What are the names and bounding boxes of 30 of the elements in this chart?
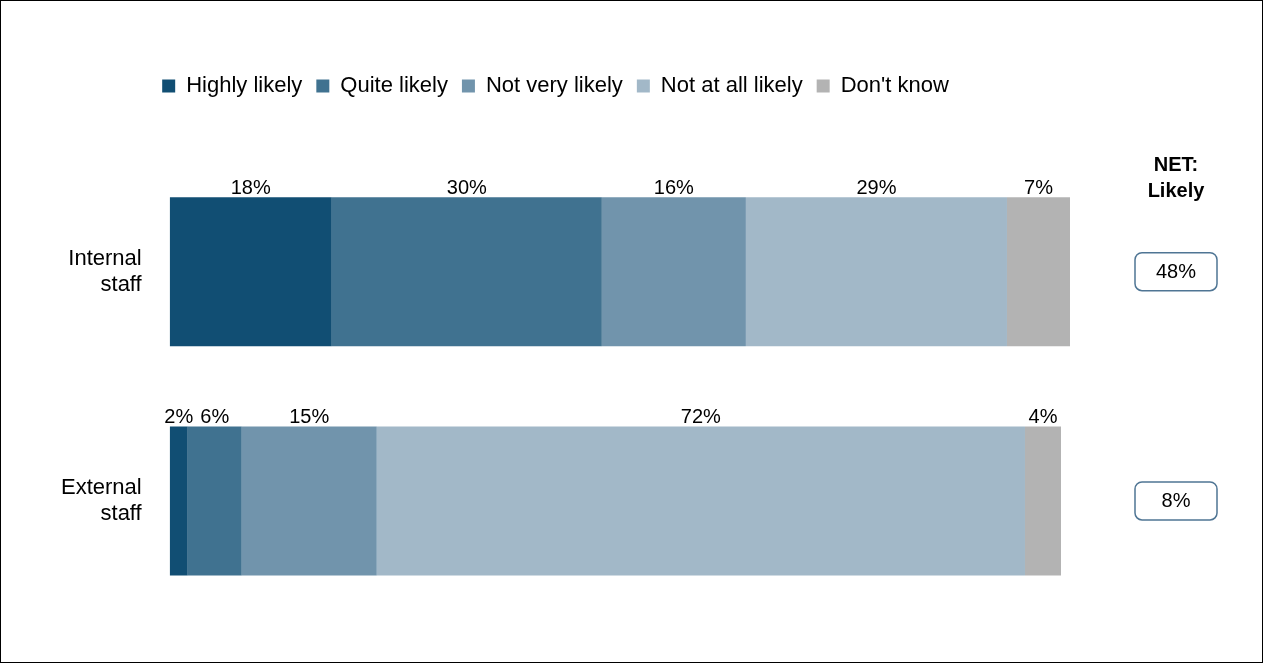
legend-label: Not very likely [485, 72, 623, 98]
bar [601, 197, 746, 347]
legend-label: Don't know [840, 72, 949, 98]
data-label: 15% [289, 404, 330, 427]
data-label: 2% [164, 404, 194, 427]
bar [169, 426, 188, 576]
bar [1006, 197, 1070, 347]
legend-label: Highly likely [186, 72, 303, 98]
text: 48% [1155, 260, 1197, 283]
y-tick-label: External staff [60, 473, 143, 526]
data-label: 16% [653, 175, 695, 198]
data-label: 29% [856, 175, 897, 198]
bar [187, 426, 242, 576]
bar [169, 197, 332, 347]
data-label: 6% [200, 404, 230, 427]
bar [331, 197, 602, 347]
data-label: 7% [1024, 175, 1054, 198]
bar [376, 426, 1025, 576]
data-label: 18% [230, 175, 271, 198]
bar [1024, 426, 1061, 576]
legend-label: Not at all likely [660, 72, 803, 98]
data-label: 4% [1028, 404, 1058, 427]
bar [745, 197, 1007, 347]
data-label: 30% [446, 175, 488, 198]
legend-label: Quite likely [340, 72, 448, 98]
text: NET: Likely [1147, 152, 1206, 201]
text: 8% [1161, 489, 1191, 512]
data-label: 72% [680, 404, 722, 427]
y-tick-label: Internal staff [68, 244, 143, 296]
bar [241, 426, 377, 576]
